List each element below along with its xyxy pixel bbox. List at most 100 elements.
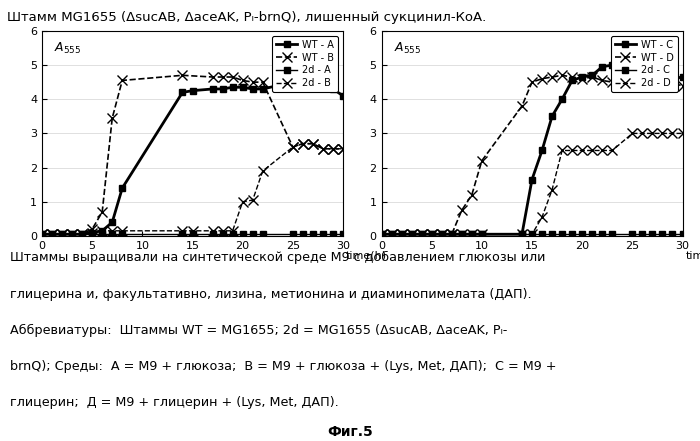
2d - D: [588, 148, 596, 153]
WT - C: [447, 232, 456, 237]
WT - D: [598, 78, 606, 83]
WT - A: [88, 230, 97, 235]
WT - C: [377, 232, 386, 237]
WT - D: [468, 192, 476, 198]
2d - B: [178, 228, 187, 233]
WT - D: [447, 232, 456, 237]
WT - C: [628, 71, 636, 76]
2d - A: [339, 232, 347, 237]
2d - A: [248, 232, 257, 237]
2d - C: [648, 232, 657, 237]
WT - B: [339, 146, 347, 151]
2d - A: [329, 232, 337, 237]
2d - B: [78, 232, 86, 237]
2d - B: [299, 141, 307, 146]
WT - A: [38, 232, 46, 237]
Text: time(h): time(h): [685, 250, 700, 260]
2d - B: [228, 228, 237, 233]
2d - C: [668, 232, 677, 237]
WT - D: [398, 232, 406, 237]
2d - C: [658, 232, 666, 237]
2d - B: [118, 228, 127, 233]
2d - A: [318, 232, 327, 237]
2d - C: [568, 232, 576, 237]
2d - D: [447, 232, 456, 237]
WT - B: [68, 232, 76, 237]
Text: Штамм MG1655 (ΔsucАВ, ΔaceАK, Pₗ-brnQ), лишенный сукцинил-КоА.: Штамм MG1655 (ΔsucАВ, ΔaceАK, Pₗ-brnQ), …: [7, 11, 486, 24]
2d - B: [318, 146, 327, 151]
2d - D: [398, 232, 406, 237]
2d - D: [568, 148, 576, 153]
WT - A: [48, 232, 56, 237]
2d - A: [98, 232, 106, 237]
2d - D: [638, 131, 647, 136]
WT - B: [38, 232, 46, 237]
2d - A: [118, 232, 127, 237]
WT - A: [98, 228, 106, 233]
2d - A: [38, 232, 46, 237]
2d - D: [458, 232, 466, 237]
WT - A: [209, 86, 217, 92]
2d - A: [299, 232, 307, 237]
2d - B: [108, 228, 116, 233]
WT - D: [588, 75, 596, 80]
WT - B: [118, 78, 127, 83]
2d - C: [558, 232, 566, 237]
2d - C: [518, 232, 526, 237]
2d - D: [678, 131, 687, 136]
2d - D: [608, 148, 617, 153]
WT - A: [299, 78, 307, 83]
2d - C: [387, 232, 395, 237]
2d - C: [447, 232, 456, 237]
WT - B: [239, 78, 247, 83]
WT - C: [658, 73, 666, 78]
2d - C: [438, 232, 446, 237]
WT - D: [628, 79, 636, 85]
WT - D: [608, 79, 617, 85]
2d - A: [288, 232, 297, 237]
WT - A: [318, 78, 327, 83]
WT - B: [309, 141, 317, 146]
WT - A: [339, 93, 347, 98]
WT - A: [218, 86, 227, 92]
Line: 2d - C: 2d - C: [379, 232, 685, 237]
WT - D: [518, 104, 526, 109]
2d - B: [248, 198, 257, 203]
WT - C: [398, 232, 406, 237]
2d - C: [578, 232, 587, 237]
2d - A: [58, 232, 66, 237]
2d - A: [188, 232, 197, 237]
Text: time(h): time(h): [346, 250, 387, 260]
2d - C: [398, 232, 406, 237]
WT - C: [638, 69, 647, 75]
WT - A: [78, 232, 86, 237]
2d - B: [88, 230, 97, 235]
2d - D: [628, 131, 636, 136]
WT - B: [58, 232, 66, 237]
Line: WT - B: WT - B: [37, 71, 348, 239]
Text: Фиг.5: Фиг.5: [327, 425, 373, 439]
WT - C: [648, 75, 657, 80]
2d - D: [548, 187, 556, 192]
2d - B: [38, 232, 46, 237]
2d - C: [468, 232, 476, 237]
Line: WT - D: WT - D: [377, 71, 687, 239]
WT - D: [387, 232, 395, 237]
Text: глицерин;  Д = М9 + глицерин + (Lys, Met, ДАП).: глицерин; Д = М9 + глицерин + (Lys, Met,…: [10, 396, 340, 409]
2d - D: [578, 148, 587, 153]
WT - C: [588, 73, 596, 78]
WT - C: [548, 114, 556, 119]
WT - B: [48, 232, 56, 237]
WT - D: [477, 158, 486, 164]
2d - C: [548, 232, 556, 237]
WT - C: [578, 75, 587, 80]
WT - B: [228, 75, 237, 80]
2d - B: [218, 228, 227, 233]
WT - D: [548, 75, 556, 80]
WT - A: [239, 85, 247, 90]
WT - A: [118, 185, 127, 191]
WT - C: [417, 232, 426, 237]
2d - C: [588, 232, 596, 237]
2d - B: [188, 228, 197, 233]
2d - C: [608, 232, 617, 237]
